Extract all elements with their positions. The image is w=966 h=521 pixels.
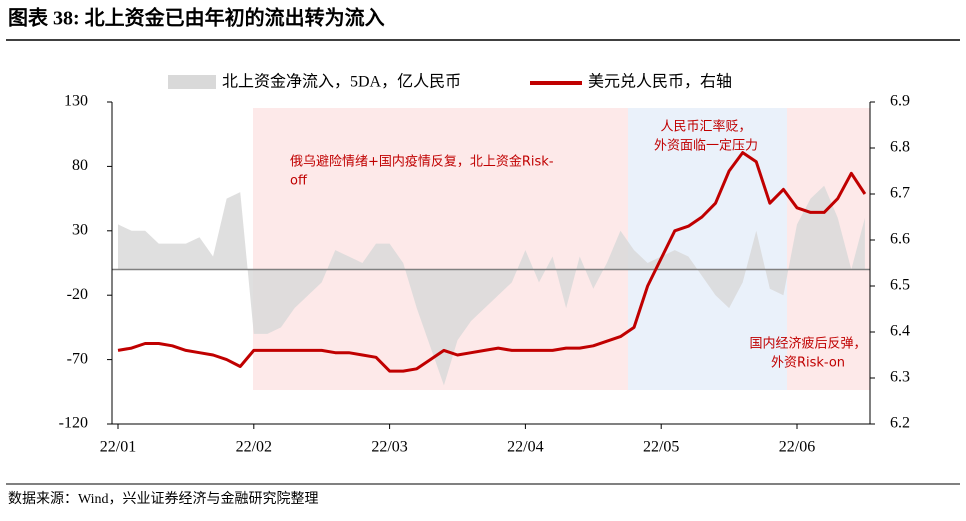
y-tick-label: 80	[72, 157, 88, 174]
legend-swatch	[168, 75, 216, 89]
y-tick-label: 130	[64, 93, 88, 110]
x-tick-label: 22/03	[371, 439, 407, 456]
annotation: 人民币汇率贬，	[660, 119, 751, 135]
y-tick-label: -70	[67, 350, 88, 367]
fx-line	[117, 151, 867, 373]
annotation: 外资Risk-on	[771, 356, 845, 371]
y2-tick-label: 6.3	[890, 369, 910, 386]
y2-tick-label: 6.2	[890, 415, 910, 432]
chart-title: 图表 38: 北上资金已由年初的流出转为流入	[8, 6, 385, 30]
y-tick-label: -20	[67, 286, 88, 303]
y2-tick-label: 6.9	[890, 93, 910, 110]
y-tick-label: -120	[59, 415, 88, 432]
y2-tick-label: 6.7	[890, 185, 910, 202]
source: 数据来源：Wind，兴业证券经济与金融研究院整理	[8, 491, 319, 507]
x-tick-label: 22/06	[779, 439, 815, 456]
annotation: 国内经济疲后反弹，	[749, 336, 866, 352]
flow-area	[118, 185, 865, 386]
y2-tick-label: 6.5	[890, 277, 910, 294]
y2-tick-label: 6.8	[890, 139, 910, 156]
annotation: 外资面临一定压力	[654, 139, 758, 154]
x-tick-label: 22/02	[236, 439, 272, 456]
x-tick-label: 22/04	[507, 439, 543, 456]
legend-label: 北上资金净流入，5DA，亿人民币	[222, 73, 461, 91]
annotation: off	[290, 174, 308, 189]
x-tick-label: 22/01	[100, 439, 136, 456]
annotation: 俄乌避险情绪+国内疫情反复，北上资金Risk-	[290, 154, 554, 170]
y2-tick-label: 6.6	[890, 231, 910, 248]
x-tick-label: 22/05	[643, 439, 679, 456]
y2-tick-label: 6.4	[890, 323, 910, 340]
y-tick-label: 30	[72, 221, 88, 238]
legend-label: 美元兑人民币，右轴	[588, 73, 732, 91]
